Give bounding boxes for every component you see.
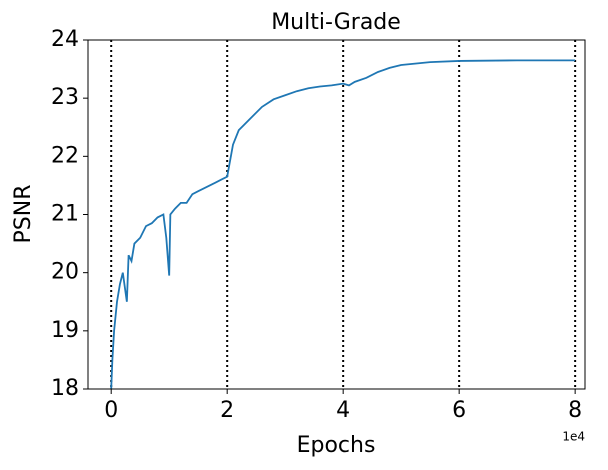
y-tick-label: 21 bbox=[51, 202, 79, 227]
x-offset-label: 1e4 bbox=[562, 430, 585, 444]
x-tick-label: 0 bbox=[104, 398, 118, 423]
x-axis-label: Epochs bbox=[297, 433, 376, 458]
x-tick-label: 2 bbox=[220, 398, 234, 423]
data-line bbox=[110, 59, 576, 390]
y-axis-label: PSNR bbox=[11, 185, 36, 244]
y-tick-label: 19 bbox=[51, 318, 79, 343]
y-tick-label: 23 bbox=[51, 85, 79, 110]
x-tick-label: 4 bbox=[336, 398, 350, 423]
plot-frame bbox=[87, 39, 586, 390]
chart-title: Multi-Grade bbox=[271, 10, 401, 35]
y-tick-label: 20 bbox=[51, 260, 79, 285]
y-tick-label: 22 bbox=[51, 143, 79, 168]
y-tick-label: 18 bbox=[51, 376, 79, 401]
x-tick-label: 8 bbox=[568, 398, 582, 423]
x-tick-label: 6 bbox=[452, 398, 466, 423]
y-tick-label: 24 bbox=[51, 27, 79, 52]
